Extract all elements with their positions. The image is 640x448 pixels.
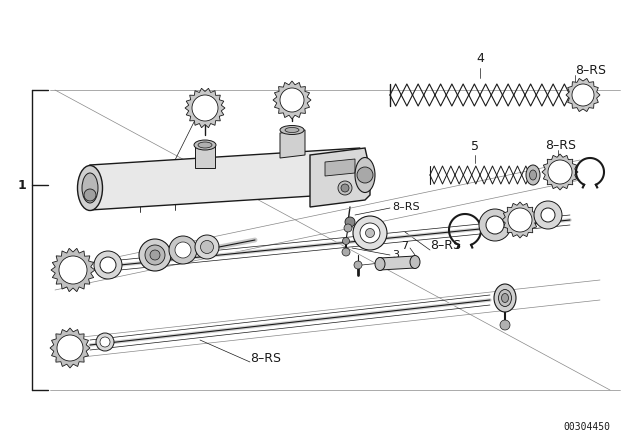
Circle shape (508, 208, 532, 232)
Text: 1: 1 (18, 178, 26, 191)
Polygon shape (90, 148, 360, 210)
Circle shape (94, 251, 122, 279)
Ellipse shape (285, 128, 299, 133)
Ellipse shape (200, 241, 214, 254)
Text: 8–RS: 8–RS (430, 238, 461, 251)
Circle shape (100, 257, 116, 273)
Circle shape (534, 201, 562, 229)
Circle shape (344, 224, 352, 232)
Text: 00304450: 00304450 (563, 422, 610, 432)
Ellipse shape (195, 235, 219, 259)
Ellipse shape (280, 125, 304, 134)
Polygon shape (380, 256, 415, 270)
Ellipse shape (375, 258, 385, 271)
Polygon shape (542, 154, 578, 190)
Text: 8–RS: 8–RS (250, 352, 281, 365)
Polygon shape (273, 81, 311, 119)
Polygon shape (325, 159, 355, 176)
Circle shape (479, 209, 511, 241)
Polygon shape (50, 328, 90, 368)
Circle shape (342, 248, 350, 256)
Circle shape (338, 181, 352, 195)
Polygon shape (566, 78, 600, 112)
Circle shape (342, 237, 349, 245)
Text: 5: 5 (471, 140, 479, 153)
Ellipse shape (355, 158, 375, 193)
Circle shape (280, 88, 304, 112)
Ellipse shape (360, 223, 380, 243)
Text: 6: 6 (375, 257, 382, 267)
Ellipse shape (150, 250, 160, 260)
Ellipse shape (82, 173, 98, 203)
Circle shape (59, 256, 87, 284)
Circle shape (500, 320, 510, 330)
Text: 8–RS: 8–RS (545, 138, 576, 151)
Circle shape (84, 189, 96, 201)
Circle shape (541, 208, 555, 222)
Ellipse shape (494, 284, 516, 312)
Polygon shape (310, 148, 370, 207)
Text: 2: 2 (159, 159, 168, 172)
Circle shape (486, 216, 504, 234)
Ellipse shape (175, 242, 191, 258)
Polygon shape (195, 145, 215, 168)
Polygon shape (185, 88, 225, 128)
Ellipse shape (169, 236, 197, 264)
Ellipse shape (77, 165, 102, 211)
Ellipse shape (100, 337, 110, 347)
Circle shape (192, 95, 218, 121)
Ellipse shape (499, 289, 511, 306)
Circle shape (354, 261, 362, 269)
Circle shape (572, 84, 594, 106)
Circle shape (345, 217, 355, 227)
Ellipse shape (145, 245, 165, 265)
Ellipse shape (198, 142, 212, 148)
Ellipse shape (529, 170, 536, 180)
Circle shape (341, 184, 349, 192)
Text: 4: 4 (476, 52, 484, 65)
Ellipse shape (96, 333, 114, 351)
Ellipse shape (410, 255, 420, 268)
Circle shape (57, 335, 83, 361)
Polygon shape (502, 202, 538, 238)
Text: 8–RS: 8–RS (392, 202, 420, 212)
Circle shape (357, 167, 373, 183)
Polygon shape (280, 130, 305, 158)
Ellipse shape (502, 293, 509, 302)
Polygon shape (51, 248, 95, 292)
Ellipse shape (194, 140, 216, 150)
Circle shape (548, 160, 572, 184)
Text: 8–RS: 8–RS (575, 64, 606, 77)
Ellipse shape (526, 165, 540, 185)
Text: 7: 7 (401, 241, 408, 251)
Ellipse shape (353, 216, 387, 250)
Ellipse shape (365, 228, 374, 237)
Text: 3: 3 (392, 250, 399, 260)
Ellipse shape (139, 239, 171, 271)
